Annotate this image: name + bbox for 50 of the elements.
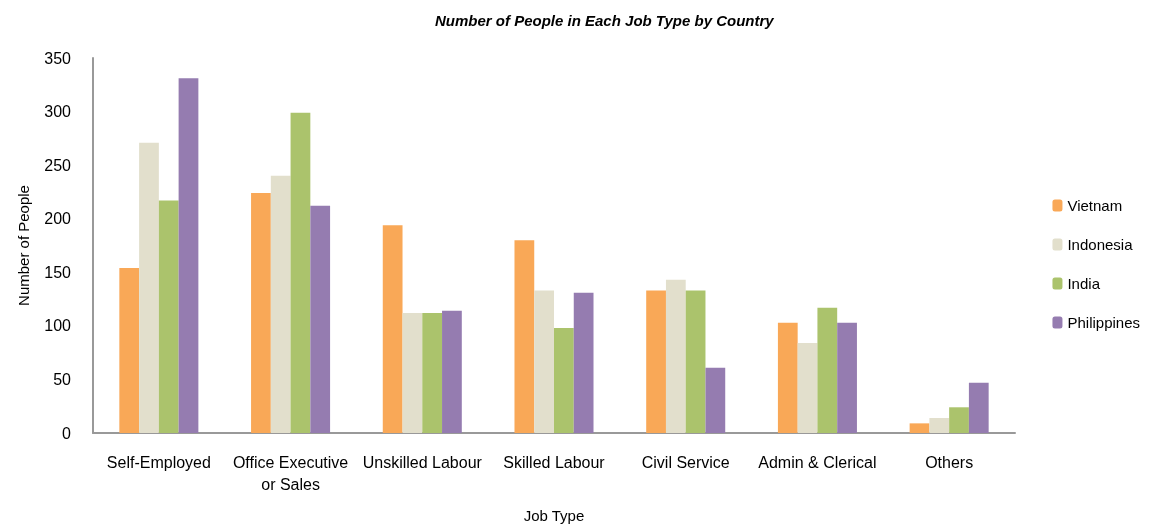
bar [310, 205, 331, 433]
bar [139, 142, 159, 433]
legend-label: India [1067, 275, 1101, 292]
y-tick-label: 50 [53, 370, 72, 388]
y-tick-label: 300 [44, 103, 72, 121]
bar [573, 292, 594, 433]
x-tick-label: Skilled Labour [503, 453, 606, 471]
bar [777, 322, 798, 433]
y-tick-label: 250 [44, 156, 72, 174]
y-tick-label: 100 [44, 317, 72, 335]
legend-label: Vietnam [1067, 197, 1123, 214]
bar [422, 313, 443, 433]
x-tick-label: Self-Employed [106, 453, 211, 471]
bar [554, 328, 574, 433]
bar [290, 112, 311, 433]
y-tick-label: 150 [44, 263, 72, 281]
bar [402, 313, 423, 433]
bar [382, 225, 403, 433]
legend-label: Philippines [1067, 314, 1140, 331]
y-tick-label: 200 [44, 210, 72, 228]
bar [929, 418, 950, 433]
x-tick-label: Unskilled Labour [362, 453, 483, 471]
bar [178, 78, 199, 433]
x-tick-label: Office Executive or Sales [232, 453, 349, 493]
bar [442, 310, 462, 433]
legend-label: Indonesia [1067, 236, 1134, 253]
bar [158, 200, 179, 433]
bar [909, 423, 930, 433]
bar [837, 322, 857, 433]
bar [534, 290, 554, 433]
chart-title: Number of People in Each Job Type by Country [435, 12, 775, 29]
x-tick-label: Admin & Clerical [758, 453, 877, 471]
bar [270, 175, 291, 433]
bar [949, 407, 969, 433]
bar [646, 290, 666, 433]
bar [968, 382, 989, 433]
bar [251, 193, 271, 433]
y-tick-label: 0 [62, 424, 72, 442]
bar [797, 343, 818, 433]
bar [705, 367, 726, 433]
x-axis-title: Job Type [523, 507, 585, 524]
bar [119, 268, 140, 433]
bar [817, 307, 838, 433]
x-tick-label: Others [925, 453, 974, 471]
bar [685, 290, 706, 433]
y-axis-title: Number of People [15, 185, 32, 306]
y-tick-label: 350 [44, 49, 72, 67]
x-tick-label: Civil Service [641, 453, 730, 471]
bar [665, 279, 686, 433]
bar [514, 240, 535, 433]
